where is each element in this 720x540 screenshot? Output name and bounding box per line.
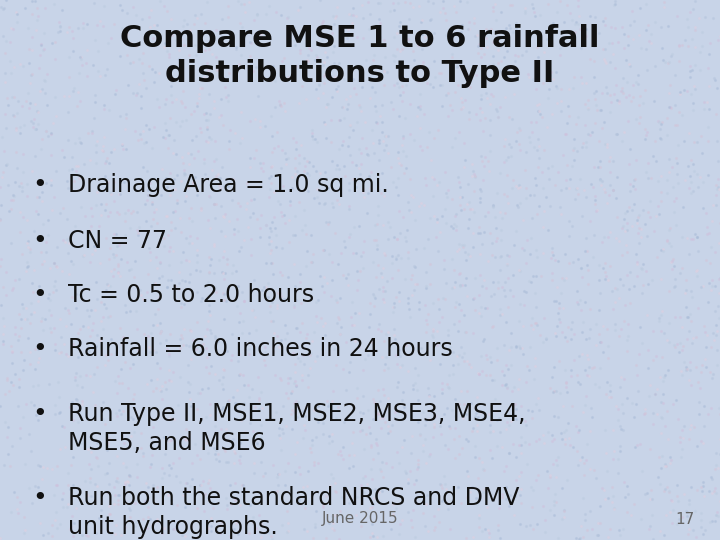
Text: Drainage Area = 1.0 sq mi.: Drainage Area = 1.0 sq mi. xyxy=(68,173,389,197)
Text: 17: 17 xyxy=(675,511,695,526)
Text: •: • xyxy=(32,284,47,307)
Text: Compare MSE 1 to 6 rainfall
distributions to Type II: Compare MSE 1 to 6 rainfall distribution… xyxy=(120,24,600,88)
Text: Run Type II, MSE1, MSE2, MSE3, MSE4,
MSE5, and MSE6: Run Type II, MSE1, MSE2, MSE3, MSE4, MSE… xyxy=(68,402,526,455)
Text: Run both the standard NRCS and DMV
unit hydrographs.: Run both the standard NRCS and DMV unit … xyxy=(68,486,520,539)
Text: •: • xyxy=(32,402,47,426)
Text: •: • xyxy=(32,338,47,361)
Text: •: • xyxy=(32,486,47,510)
Text: Tc = 0.5 to 2.0 hours: Tc = 0.5 to 2.0 hours xyxy=(68,284,315,307)
Text: CN = 77: CN = 77 xyxy=(68,230,167,253)
Text: June 2015: June 2015 xyxy=(322,511,398,526)
Text: •: • xyxy=(32,230,47,253)
Text: •: • xyxy=(32,173,47,197)
Text: Rainfall = 6.0 inches in 24 hours: Rainfall = 6.0 inches in 24 hours xyxy=(68,338,453,361)
